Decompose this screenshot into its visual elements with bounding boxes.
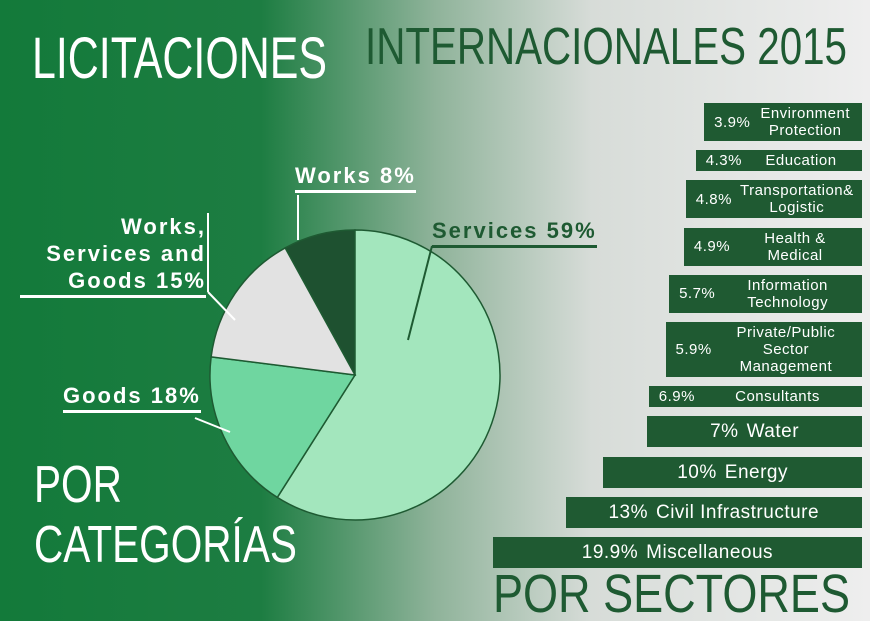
pie-title: POR CATEGORÍAS — [34, 456, 297, 574]
leaders — [194, 195, 433, 433]
bar-value-label: 4.3% — [705, 152, 742, 170]
bar: 5.9% Private/Public Sector Management — [665, 321, 862, 377]
bar: 4.9% Health & Medical — [683, 227, 862, 266]
bar-list: 3.9% Environment Protection 4.3% Education 4… — [492, 103, 862, 568]
bar-value-label: 5.9% — [675, 340, 712, 358]
bar: 6.9% Consultants — [648, 386, 862, 408]
bar-category: Miscellaneous — [646, 541, 774, 563]
pie-value-label: 59% — [546, 218, 597, 243]
pie-category: Goods — [63, 383, 143, 408]
pie — [209, 229, 501, 521]
bar-title: POR SECTORES — [493, 564, 850, 621]
bar-category: Transportation& Logistic — [739, 182, 854, 217]
pie-category: Works — [295, 163, 372, 188]
pie-label: Services 59% — [432, 217, 597, 248]
pie-slice — [276, 229, 501, 521]
bar-value-label: 6.9% — [658, 388, 695, 406]
bar-value-label: 5.7% — [679, 285, 716, 303]
bar-category: Energy — [724, 461, 788, 483]
bar-category: Environment Protection — [760, 105, 851, 139]
bar: 13% Civil Infrastructure — [565, 496, 862, 528]
bar-category: Consultants — [735, 388, 820, 406]
bar-category: Health & Medical — [764, 229, 826, 264]
bar-category: Private/Public Sector Management — [736, 323, 836, 375]
bar-value-label: 4.9% — [693, 238, 731, 256]
bar-value-label: 7% — [710, 421, 739, 443]
bar-category: Civil Infrastructure — [655, 501, 820, 523]
bar: 4.8% Transportation& Logistic — [685, 180, 862, 219]
pie-slice — [209, 355, 357, 499]
bar: 3.9% Environment Protection — [704, 103, 862, 141]
bar-category: Water — [746, 421, 800, 443]
subtitle: INTERNACIONALES 2015 — [365, 18, 847, 76]
bar: 19.9% Miscellaneous — [492, 536, 862, 568]
pie-value-label: 18% — [150, 383, 201, 408]
pie-slice — [210, 246, 357, 376]
pie-value-label: 15% — [155, 268, 206, 293]
bar: 10% Energy — [603, 456, 862, 488]
bar: 5.7% Information Technology — [669, 274, 862, 313]
bar-value-label: 19.9% — [581, 541, 639, 563]
bar-value-label: 13% — [608, 501, 648, 523]
pie-category: Services — [432, 218, 539, 243]
bar-category: Education — [765, 152, 837, 170]
title: LICITACIONES — [32, 26, 327, 91]
bar-value-label: 4.8% — [695, 190, 732, 208]
pie-label: Works 8% — [295, 162, 416, 193]
pie-label: Works, Services and Goods 15% — [20, 213, 206, 298]
bar-value-label: 3.9% — [714, 113, 751, 131]
bar-value-label: 10% — [677, 461, 717, 483]
pie-value-label: 8% — [379, 163, 416, 188]
bar: 4.3% Education — [695, 150, 862, 172]
pie-label: Goods 18% — [63, 382, 201, 413]
pie-category: Works, Services and Goods — [46, 214, 206, 293]
bar-category: Information Technology — [747, 276, 829, 311]
bar: 7% Water — [647, 416, 862, 448]
